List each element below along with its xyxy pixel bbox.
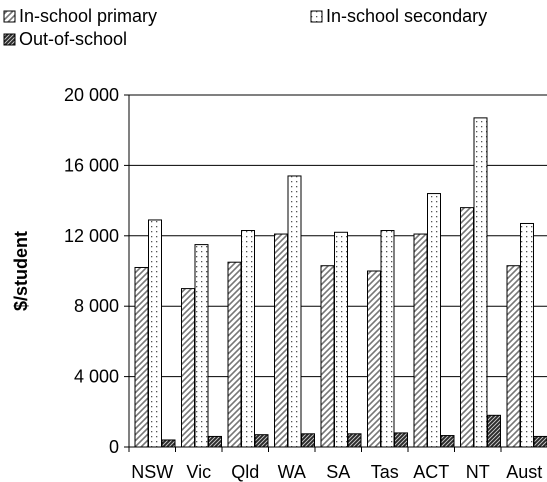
- legend: In-school primary In-school secondary Ou…: [3, 6, 487, 49]
- bar-primary-qld: [227, 261, 242, 448]
- x-tick-label: Qld: [231, 462, 259, 482]
- y-tick-label: 0: [109, 437, 119, 457]
- bar-out-nsw: [161, 439, 176, 448]
- bar-out-wa: [301, 433, 315, 448]
- legend-label-primary: In-school primary: [19, 6, 157, 26]
- bar-primary-aust: [506, 265, 521, 448]
- bar-secondary-qld: [241, 230, 255, 448]
- legend-swatch-out: [3, 33, 16, 46]
- legend-item-out: Out-of-school: [3, 29, 127, 49]
- y-tick-label: 4 000: [74, 367, 119, 387]
- bar-primary-nt: [460, 207, 474, 448]
- x-tick-label: ACT: [413, 462, 449, 482]
- y-axis-label: $/student: [11, 231, 31, 311]
- bar-secondary-vic: [194, 244, 209, 448]
- bars: [134, 117, 547, 448]
- bar-secondary-wa: [287, 175, 302, 448]
- y-tick-label: 12 000: [64, 226, 119, 246]
- legend-swatch-secondary: [310, 10, 323, 23]
- x-tick-label: Vic: [186, 462, 211, 482]
- bar-primary-tas: [367, 270, 381, 448]
- bar-out-qld: [254, 434, 269, 448]
- bar-secondary-aust: [520, 222, 534, 448]
- axes: [128, 95, 547, 448]
- bar-out-aust: [533, 435, 547, 448]
- bar-out-act: [440, 435, 455, 448]
- bar-out-vic: [208, 435, 222, 448]
- bar-secondary-tas: [380, 230, 395, 448]
- x-axis-ticks: NSW Vic Qld WA SA Tas ACT NT Aust: [128, 447, 542, 482]
- bar-primary-act: [413, 233, 428, 448]
- x-tick-label: Tas: [371, 462, 399, 482]
- bar-primary-nsw: [134, 266, 149, 448]
- bar-secondary-act: [427, 193, 441, 448]
- bar-out-tas: [394, 432, 408, 448]
- y-axis-ticks: 0 4 000 8 000 12 000 16 000 20 000: [64, 85, 129, 457]
- legend-label-out: Out-of-school: [19, 29, 127, 49]
- bar-secondary-nt: [473, 117, 488, 448]
- x-tick-label: NT: [466, 462, 490, 482]
- bar-primary-vic: [181, 288, 195, 448]
- x-tick-label: SA: [326, 462, 350, 482]
- legend-label-secondary: In-school secondary: [326, 6, 487, 26]
- bar-secondary-nsw: [148, 219, 162, 448]
- legend-item-primary: In-school primary: [3, 6, 157, 26]
- legend-item-secondary: In-school secondary: [310, 6, 487, 26]
- legend-swatch-primary: [3, 10, 16, 23]
- bar-primary-sa: [320, 265, 335, 448]
- x-tick-label: NSW: [131, 462, 173, 482]
- x-tick-label: WA: [278, 462, 306, 482]
- x-tick-label: Aust: [506, 462, 542, 482]
- y-tick-label: 16 000: [64, 155, 119, 175]
- bar-primary-wa: [274, 233, 288, 448]
- y-tick-label: 20 000: [64, 85, 119, 105]
- bar-out-nt: [487, 414, 501, 448]
- bar-secondary-sa: [334, 231, 348, 448]
- bar-out-sa: [347, 433, 362, 448]
- y-tick-label: 8 000: [74, 296, 119, 316]
